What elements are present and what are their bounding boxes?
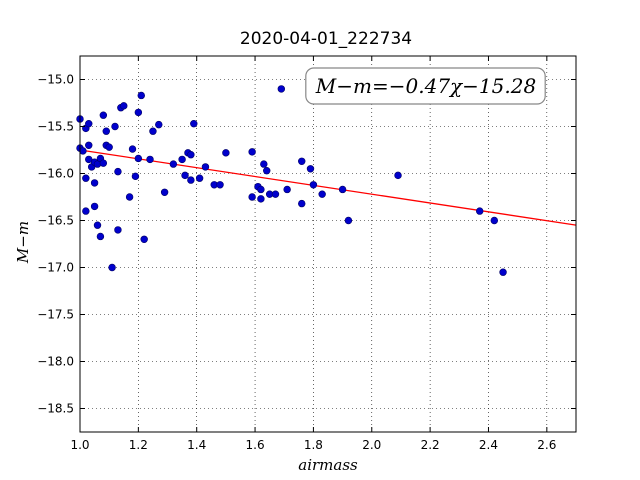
x-tick-label: 2.2: [421, 438, 440, 452]
data-point: [263, 166, 271, 175]
data-point: [82, 207, 90, 215]
data-point: [82, 174, 90, 182]
data-point: [99, 111, 108, 119]
y-tick-label: −18.5: [37, 402, 74, 416]
data-point: [93, 221, 102, 229]
data-point: [181, 171, 189, 180]
data-point: [190, 119, 198, 128]
data-point: [394, 171, 402, 180]
data-point: [178, 155, 186, 164]
data-point: [85, 155, 93, 164]
data-point: [105, 143, 113, 151]
data-point: [102, 127, 110, 135]
data-point: [187, 151, 195, 159]
data-point: [260, 160, 268, 168]
data-point: [318, 190, 326, 198]
y-tick-label: −18.0: [37, 355, 74, 369]
x-tick-label: 2.4: [479, 438, 498, 452]
data-point: [169, 160, 178, 168]
data-point: [222, 149, 230, 157]
data-point: [187, 176, 195, 184]
x-tick-label: 1.6: [246, 438, 265, 452]
y-tick-label: −15.5: [37, 120, 74, 134]
data-point: [134, 108, 143, 117]
fit-line: [79, 149, 577, 226]
data-point: [134, 154, 143, 163]
data-point: [90, 202, 99, 211]
x-tick-label: 1.0: [70, 438, 89, 452]
x-tick-label: 2.6: [537, 438, 556, 452]
data-point: [96, 232, 105, 241]
x-tick-label: 1.2: [129, 438, 148, 452]
grid-lines: [79, 56, 576, 432]
data-point: [257, 185, 265, 194]
data-point: [137, 91, 145, 100]
data-point: [140, 235, 148, 244]
data-point: [306, 165, 315, 173]
y-axis-label: M−m: [14, 221, 32, 264]
y-tick-label: −16.5: [37, 214, 74, 228]
chart-title: 2020-04-01_222734: [240, 29, 412, 49]
data-point: [108, 263, 116, 272]
plot-area: [79, 55, 577, 433]
x-tick-label: 1.8: [304, 438, 323, 452]
data-point: [85, 141, 93, 150]
data-point: [195, 174, 204, 182]
data-point: [125, 193, 134, 201]
data-point: [155, 120, 163, 129]
y-tick-label: −16.0: [37, 167, 74, 181]
y-tick-label: −17.0: [37, 261, 74, 275]
data-point: [85, 119, 93, 128]
x-tick-label: 2.0: [362, 438, 381, 452]
data-point: [146, 155, 154, 164]
data-point: [298, 157, 306, 165]
data-point: [248, 148, 256, 156]
data-point: [79, 147, 87, 155]
y-tick-label: −15.0: [37, 73, 74, 87]
data-point: [499, 268, 507, 276]
data-point: [160, 188, 169, 197]
data-points: [76, 85, 507, 276]
data-point: [277, 85, 286, 93]
data-point: [298, 199, 306, 208]
data-point: [99, 159, 108, 167]
data-point: [120, 102, 128, 110]
data-point: [114, 226, 122, 234]
x-tick-labels: 1.0 1.2 1.4 1.6 1.8 2.0 2.2 2.4 2.6: [70, 438, 556, 452]
axis-ticks: [79, 56, 576, 432]
y-tick-labels: −15.0 −15.5 −16.0 −16.5 −17.0 −17.5 −18.0 −18.5: [37, 73, 74, 416]
data-point: [216, 181, 224, 189]
data-point: [338, 185, 347, 194]
data-point: [111, 122, 119, 131]
data-point: [149, 127, 157, 135]
data-point: [128, 145, 137, 153]
data-point: [283, 185, 291, 194]
data-point: [248, 193, 256, 201]
fit-line-group: [79, 149, 577, 226]
fit-equation-text: M−m=−0.47χ−15.28: [315, 74, 536, 98]
data-point: [114, 167, 122, 176]
x-axis-label: airmass: [298, 456, 358, 474]
data-point: [490, 216, 499, 225]
data-point: [131, 172, 140, 181]
data-point: [476, 207, 484, 215]
data-point: [309, 181, 318, 189]
data-point: [90, 179, 99, 187]
data-point: [344, 216, 353, 225]
data-point: [271, 190, 280, 198]
y-tick-label: −17.5: [37, 308, 74, 322]
x-tick-label: 1.4: [187, 438, 206, 452]
data-point: [257, 195, 265, 203]
fit-equation-box: [305, 67, 546, 105]
data-point: [201, 163, 210, 171]
